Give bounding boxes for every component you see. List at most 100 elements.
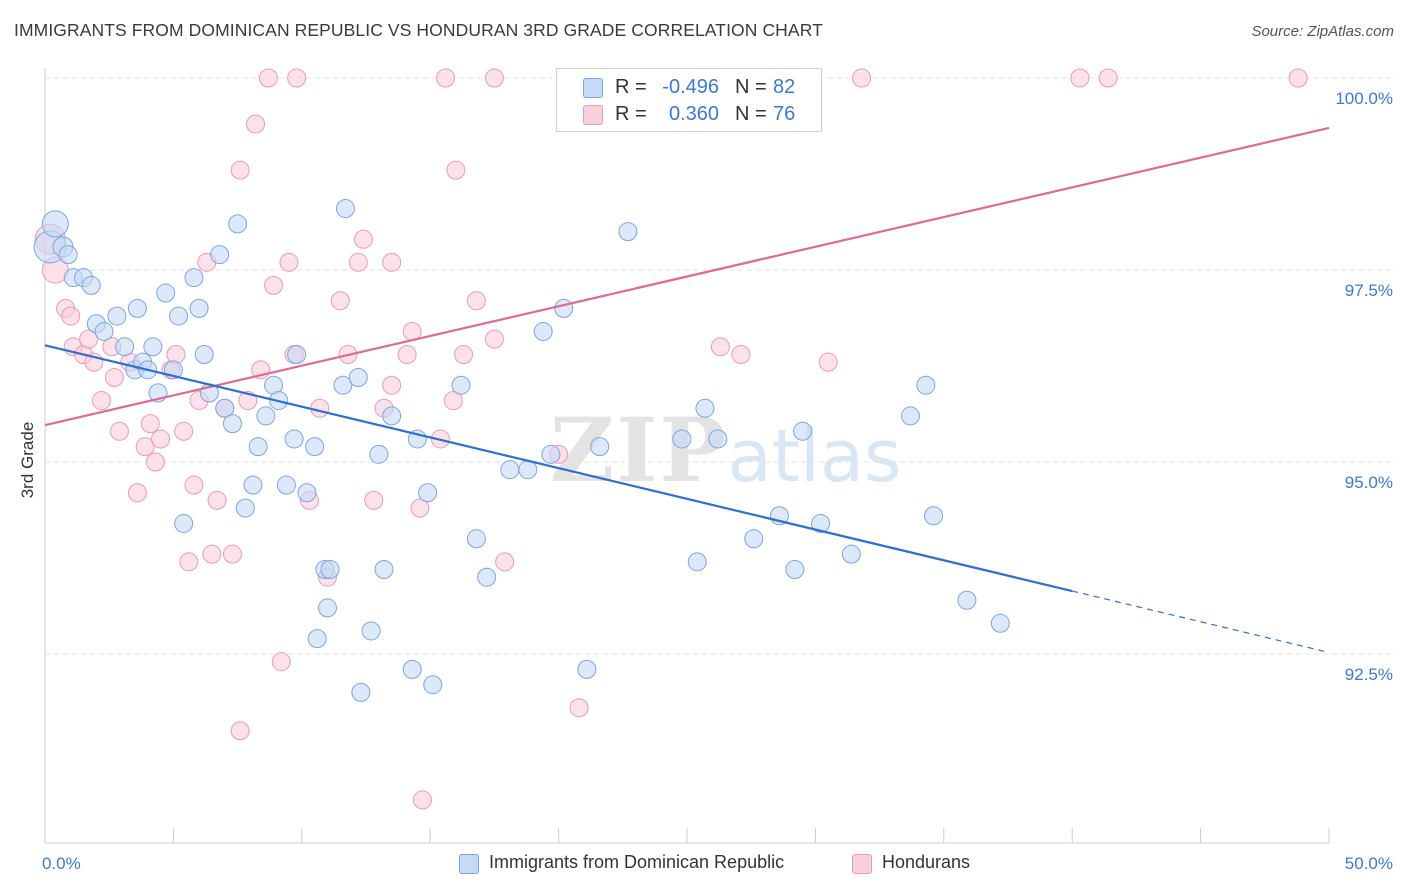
legend-label: Hondurans — [882, 852, 971, 872]
honduran-point — [140, 414, 160, 434]
honduran-point — [174, 421, 194, 441]
honduran-point — [436, 68, 456, 88]
honduran-point — [446, 160, 466, 180]
dominican-point — [418, 483, 438, 503]
honduran-point — [852, 68, 872, 88]
dominican-trend-extension — [1072, 590, 1330, 654]
honduran-point — [222, 544, 242, 564]
dominican-points — [33, 199, 1010, 702]
dominican-point — [81, 275, 101, 295]
honduran-point — [731, 344, 751, 364]
legend-row-dominican: R = -0.496 N = 82 — [557, 75, 821, 101]
x-tick-label-min: 0.0% — [42, 854, 81, 873]
honduran-point — [1288, 68, 1308, 88]
honduran-point — [127, 483, 147, 503]
legend-row-hondurans: R = 0.360 N = 76 — [557, 102, 821, 128]
dominican-point — [785, 560, 805, 580]
dominican-point — [924, 506, 944, 526]
honduran-point — [271, 652, 291, 672]
dominican-point — [841, 544, 861, 564]
axes — [44, 68, 1330, 844]
dominican-point — [287, 344, 307, 364]
honduran-point — [818, 352, 838, 372]
honduran-point — [287, 68, 307, 88]
watermark-zip: ZIP — [550, 398, 728, 502]
dominican-point — [41, 210, 69, 238]
honduran-point — [495, 552, 515, 572]
tick-labels: 92.5% 95.0% 97.5% 100.0% 0.0% 50.0% — [42, 89, 1393, 873]
honduran-point — [61, 306, 81, 326]
honduran-point — [1098, 68, 1118, 88]
dominican-point — [143, 337, 163, 357]
dominican-point — [248, 437, 268, 457]
dominican-point — [672, 429, 692, 449]
dominican-point — [320, 560, 340, 580]
dominican-point — [317, 598, 337, 618]
dominican-point — [189, 298, 209, 318]
dominican-trend-line — [44, 344, 1073, 593]
legend-swatch-pink — [583, 105, 603, 125]
hondurans-points — [34, 68, 1308, 810]
honduran-point — [569, 698, 589, 718]
dominican-point — [793, 421, 813, 441]
dominican-point — [333, 375, 353, 395]
honduran-point — [1070, 68, 1090, 88]
honduran-point — [135, 437, 155, 457]
n-label: N = — [735, 103, 767, 125]
honduran-point — [364, 490, 384, 510]
honduran-point — [246, 114, 266, 134]
dominican-point — [243, 475, 263, 495]
dominican-point — [228, 214, 248, 234]
honduran-point — [348, 252, 368, 272]
honduran-point — [145, 452, 165, 472]
dominican-point — [811, 513, 831, 533]
honduran-point — [202, 544, 222, 564]
dominican-point — [184, 268, 204, 288]
honduran-point — [353, 229, 373, 249]
dominican-point — [305, 437, 325, 457]
dominican-point — [222, 414, 242, 434]
y-tick-label: 95.0% — [1345, 473, 1393, 492]
legend-swatch-blue — [583, 78, 603, 98]
y-tick-label: 92.5% — [1345, 665, 1393, 684]
dominican-point — [957, 590, 977, 610]
dominican-point — [916, 375, 936, 395]
honduran-point — [151, 429, 171, 449]
dominican-point — [58, 245, 78, 265]
honduran-point — [184, 475, 204, 495]
dominican-point — [744, 529, 764, 549]
honduran-point — [710, 337, 730, 357]
honduran-point — [412, 790, 432, 810]
x-tick-label-max: 50.0% — [1345, 854, 1393, 873]
r-label: R = — [615, 76, 647, 98]
honduran-point — [179, 552, 199, 572]
dominican-point — [284, 429, 304, 449]
honduran-point — [258, 68, 278, 88]
honduran-point — [230, 160, 250, 180]
y-tick-label: 97.5% — [1345, 281, 1393, 300]
dominican-point — [210, 245, 230, 265]
n-label: N = — [735, 76, 767, 98]
honduran-point — [454, 344, 474, 364]
dominican-point — [374, 560, 394, 580]
honduran-point — [330, 291, 350, 311]
dominican-point — [215, 398, 235, 418]
dominican-point — [477, 567, 497, 587]
honduran-point — [382, 252, 402, 272]
honduran-point — [382, 375, 402, 395]
dominican-point — [307, 629, 327, 649]
dominican-point — [687, 552, 707, 572]
dominican-point — [533, 321, 553, 341]
dominican-point — [590, 437, 610, 457]
dominican-point — [107, 306, 127, 326]
dominican-point — [466, 529, 486, 549]
dominican-point — [194, 344, 214, 364]
r-value: 0.360 — [668, 103, 719, 125]
r-label: R = — [615, 103, 647, 125]
dominican-point — [423, 675, 443, 695]
dominican-point — [708, 429, 728, 449]
dominican-point — [115, 337, 135, 357]
dominican-point — [382, 406, 402, 426]
series-legend: Immigrants from Dominican Republic Hondu… — [0, 851, 1406, 877]
